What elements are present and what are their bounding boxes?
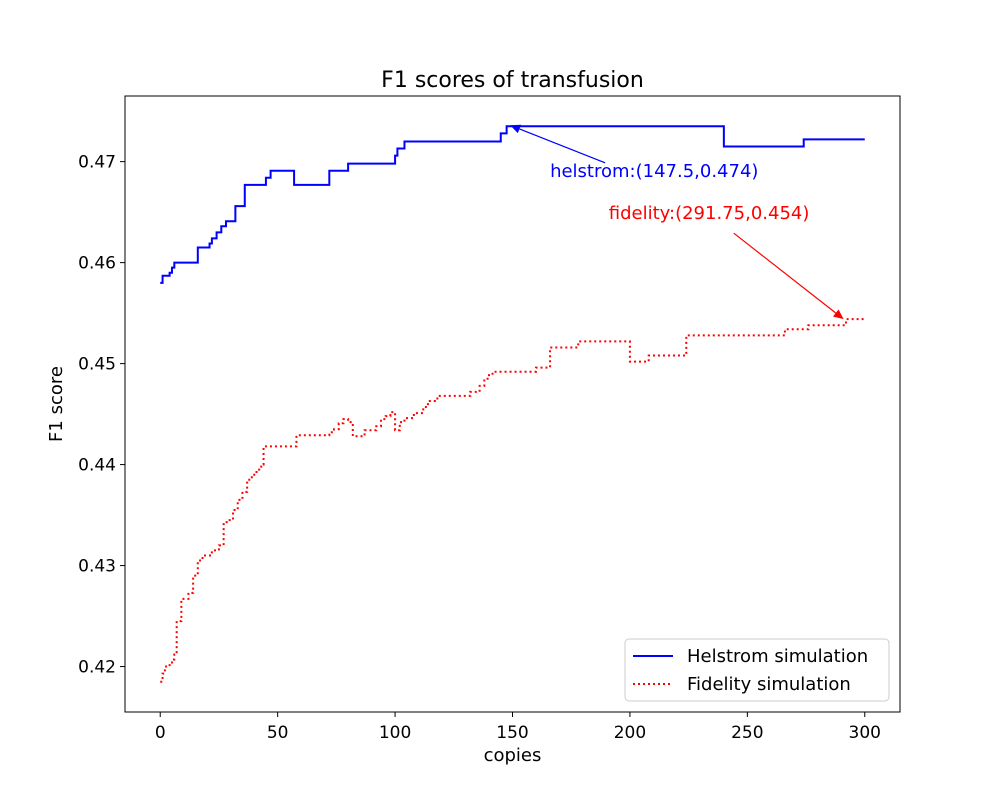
y-tick-label: 0.42 <box>78 658 116 678</box>
x-tick-label: 250 <box>731 723 763 743</box>
series-line-fidelity <box>160 318 865 683</box>
x-tick-label: 150 <box>496 723 528 743</box>
y-tick-label: 0.45 <box>78 355 116 375</box>
annotation-label-helstrom: helstrom:(147.5,0.474) <box>550 161 758 182</box>
legend-box <box>624 638 890 702</box>
legend: Helstrom simulation Fidelity simulation <box>624 638 890 702</box>
y-tick-label: 0.46 <box>78 254 116 274</box>
x-tick-label: 0 <box>155 723 166 743</box>
legend-label-helstrom: Helstrom simulation <box>687 646 868 667</box>
x-tick-label: 300 <box>849 723 881 743</box>
annotation-arrow-head <box>832 309 844 320</box>
y-axis: 0.42 0.43 0.44 0.45 0.46 0.47 <box>78 153 125 678</box>
y-tick-label: 0.47 <box>78 153 116 173</box>
annotation-label-fidelity: fidelity:(291.75,0.454) <box>609 203 810 224</box>
x-axis: 0 50 100 150 200 250 300 <box>155 712 881 743</box>
x-tick-label: 200 <box>614 723 646 743</box>
series-line-helstrom <box>160 125 865 284</box>
y-axis-label: F1 score <box>46 366 67 442</box>
series-layer <box>160 125 865 683</box>
x-tick-label: 100 <box>379 723 411 743</box>
annotation-layer: helstrom:(147.5,0.474) fidelity:(291.75,0… <box>510 124 844 320</box>
y-tick-label: 0.44 <box>78 456 116 476</box>
x-axis-label: copies <box>484 745 542 766</box>
chart-title: F1 scores of transfusion <box>381 68 644 93</box>
x-tick-label: 50 <box>267 723 289 743</box>
annotation-arrow-shaft <box>519 128 606 164</box>
annotation-arrow-head <box>510 124 522 134</box>
annotation-arrow-shaft <box>733 232 837 314</box>
legend-label-fidelity: Fidelity simulation <box>687 674 851 695</box>
y-tick-label: 0.43 <box>78 557 116 577</box>
